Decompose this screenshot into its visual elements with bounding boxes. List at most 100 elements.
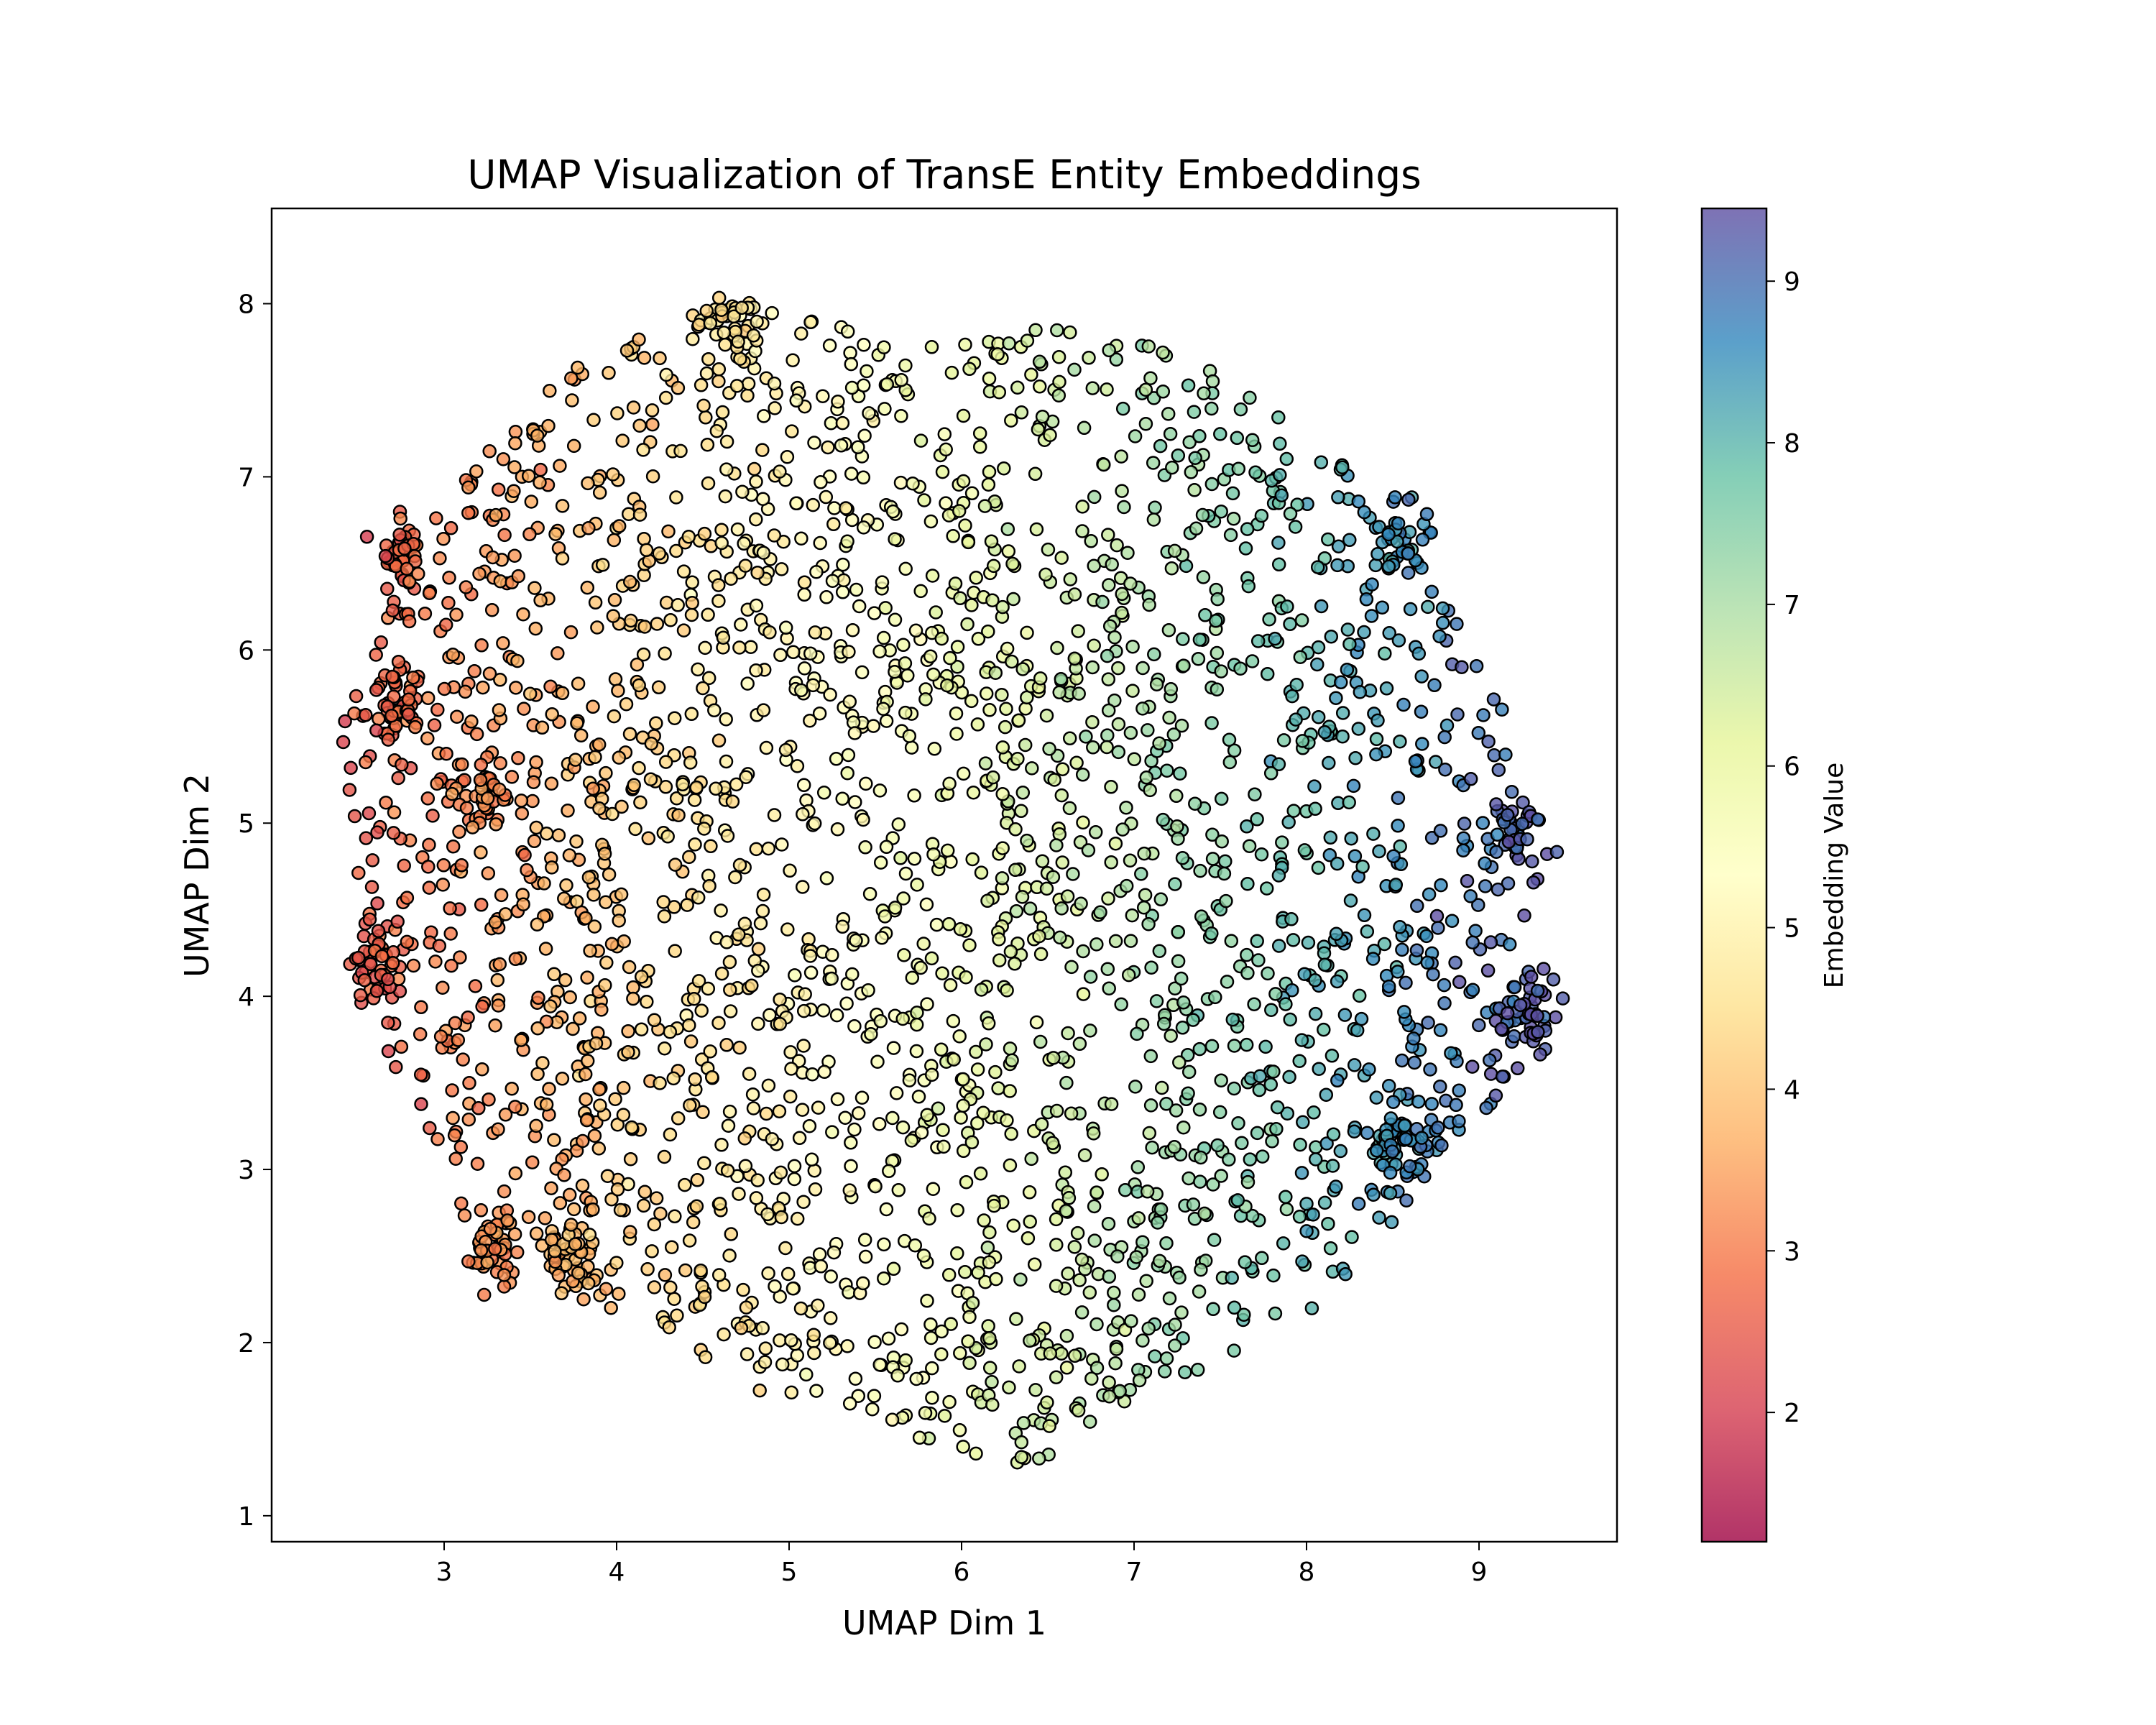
scatter-point bbox=[1288, 520, 1303, 534]
scatter-point bbox=[604, 937, 619, 952]
scatter-point bbox=[1366, 827, 1381, 841]
scatter-point bbox=[1151, 1215, 1165, 1230]
scatter-point bbox=[663, 612, 678, 627]
scatter-point bbox=[422, 880, 437, 895]
scatter-point bbox=[1222, 755, 1238, 770]
scatter-point bbox=[591, 1141, 607, 1156]
scatter-point bbox=[824, 1269, 838, 1284]
scatter-point bbox=[1290, 497, 1304, 512]
scatter-point bbox=[592, 485, 607, 500]
scatter-point bbox=[711, 594, 726, 608]
scatter-point bbox=[1445, 914, 1460, 928]
scatter-point bbox=[1501, 834, 1516, 850]
scatter-point bbox=[964, 694, 979, 709]
scatter-point bbox=[894, 408, 908, 423]
scatter-point bbox=[488, 1241, 502, 1256]
scatter-point bbox=[763, 1008, 777, 1023]
scatter-point bbox=[1070, 1225, 1085, 1241]
scatter-point bbox=[619, 344, 635, 358]
scatter-point bbox=[935, 966, 949, 980]
scatter-point bbox=[956, 1098, 970, 1113]
scatter-point bbox=[872, 1358, 887, 1372]
scatter-point bbox=[1016, 1416, 1031, 1430]
scatter-point bbox=[579, 1092, 593, 1107]
scatter-point bbox=[529, 1118, 543, 1133]
scatter-point bbox=[1087, 1199, 1102, 1214]
scatter-point bbox=[1395, 942, 1409, 957]
scatter-point bbox=[515, 806, 530, 821]
scatter-point bbox=[1410, 898, 1424, 914]
scatter-point bbox=[443, 901, 457, 916]
scatter-point bbox=[456, 1052, 470, 1067]
scatter-point bbox=[1352, 988, 1367, 1003]
scatter-point bbox=[462, 1076, 476, 1090]
scatter-point bbox=[1137, 846, 1151, 861]
scatter-point bbox=[621, 507, 636, 521]
scatter-point bbox=[1275, 835, 1289, 850]
scatter-point bbox=[682, 850, 696, 865]
scatter-point bbox=[704, 1070, 719, 1085]
scatter-point bbox=[721, 1118, 736, 1133]
y-tick-label: 7 bbox=[238, 463, 254, 492]
scatter-point bbox=[703, 1044, 717, 1059]
scatter-point bbox=[1209, 614, 1223, 628]
scatter-point bbox=[683, 755, 698, 770]
scatter-point bbox=[1345, 1230, 1359, 1244]
scatter-point bbox=[813, 535, 827, 551]
scatter-point bbox=[1384, 1215, 1399, 1230]
scatter-point bbox=[497, 528, 512, 543]
scatter-point bbox=[1469, 658, 1484, 673]
scatter-point bbox=[1188, 451, 1202, 465]
scatter-point bbox=[722, 954, 737, 970]
scatter-point bbox=[877, 1271, 891, 1286]
scatter-point bbox=[1191, 651, 1206, 666]
scatter-point bbox=[1293, 1137, 1307, 1152]
scatter-point bbox=[898, 358, 913, 373]
scatter-point bbox=[1204, 477, 1220, 492]
scatter-point bbox=[498, 907, 513, 921]
scatter-point bbox=[749, 512, 763, 527]
scatter-point bbox=[645, 403, 660, 418]
scatter-point bbox=[490, 972, 505, 988]
scatter-point bbox=[586, 699, 600, 714]
scatter-point bbox=[1240, 947, 1254, 962]
scatter-point bbox=[482, 444, 497, 459]
scatter-point bbox=[571, 676, 586, 691]
scatter-point bbox=[1171, 954, 1186, 969]
scatter-point bbox=[806, 678, 821, 693]
scatter-point bbox=[1152, 944, 1167, 958]
scatter-point bbox=[554, 1286, 569, 1301]
scatter-point bbox=[1214, 664, 1228, 678]
scatter-point bbox=[1240, 522, 1255, 536]
scatter-point bbox=[1429, 908, 1445, 924]
scatter-point bbox=[759, 1106, 774, 1121]
scatter-point bbox=[773, 1165, 788, 1180]
scatter-point bbox=[902, 1073, 917, 1087]
scatter-point bbox=[1005, 1053, 1019, 1068]
scatter-point bbox=[808, 625, 823, 640]
scatter-point bbox=[1109, 1342, 1124, 1356]
scatter-point bbox=[1391, 965, 1405, 979]
scatter-point bbox=[873, 1013, 888, 1029]
scatter-point bbox=[541, 418, 556, 433]
scatter-point bbox=[1014, 1435, 1029, 1450]
scatter-point bbox=[689, 780, 704, 795]
scatter-point bbox=[637, 531, 651, 546]
scatter-point bbox=[823, 1335, 837, 1351]
scatter-point bbox=[867, 1389, 882, 1403]
scatter-point bbox=[1520, 832, 1534, 847]
scatter-point bbox=[1245, 654, 1260, 668]
scatter-point bbox=[600, 1169, 615, 1183]
scatter-point bbox=[1266, 1268, 1281, 1283]
scatter-point bbox=[859, 776, 873, 791]
scatter-point bbox=[1297, 843, 1312, 857]
scatter-point bbox=[685, 595, 699, 610]
scatter-point bbox=[1227, 1039, 1242, 1053]
scatter-point bbox=[379, 795, 393, 810]
scatter-point bbox=[1105, 557, 1119, 572]
scatter-point bbox=[1004, 1126, 1018, 1141]
scatter-point bbox=[980, 1240, 995, 1255]
scatter-point bbox=[446, 648, 460, 662]
scatter-point bbox=[400, 891, 415, 905]
scatter-point bbox=[1047, 773, 1061, 787]
